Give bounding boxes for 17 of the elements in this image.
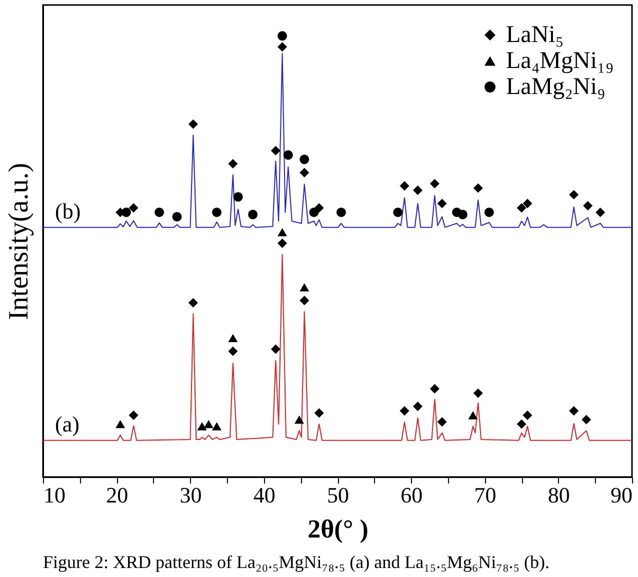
series-label: (b) — [55, 198, 81, 224]
x-tick-label: 40 — [253, 482, 276, 508]
x-tick-label: 30 — [180, 482, 202, 508]
x-tick-label: 50 — [327, 482, 349, 508]
x-tick-label: 60 — [400, 482, 423, 508]
y-axis-title: Intensity(a.u.) — [4, 162, 34, 320]
x-tick-label: 10 — [44, 482, 66, 508]
x-axis-title: 2θ(° ) — [308, 514, 368, 544]
x-tick-label: 80 — [548, 482, 570, 508]
x-tick-label: 20 — [106, 482, 128, 508]
x-tick-label: 90 — [610, 482, 632, 508]
legend-label: La₄MgNi₁₉ — [506, 48, 614, 74]
caption: Figure 2: XRD patterns of La₂₀.₅MgNi₇₈.₅ (a) and La₁₅.₅Mg₆Ni₇₈.₅ (b). — [43, 552, 550, 572]
legend-label: LaNi₅ — [506, 22, 564, 48]
legend-label: LaMg₂Ni₉ — [506, 74, 606, 100]
series-label: (a) — [55, 411, 80, 436]
x-tick-label: 70 — [474, 482, 496, 508]
